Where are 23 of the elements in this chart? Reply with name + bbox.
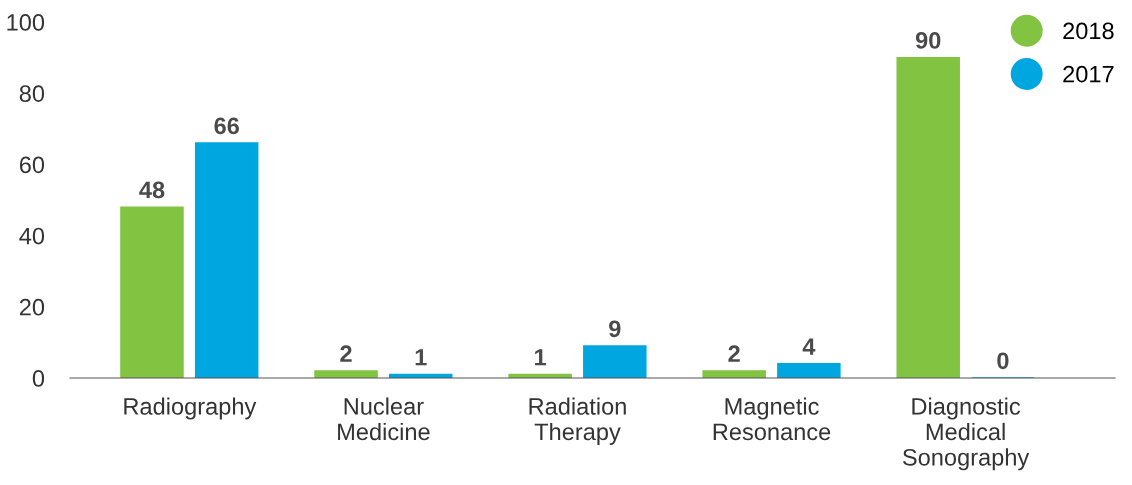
data-label: 2 [728, 345, 740, 362]
data-label: 66 [214, 117, 239, 135]
legend-label: 2017 [1063, 65, 1114, 83]
x-tick-label: Diagnostic Medical Sonography [902, 397, 1030, 471]
y-tick-label: 100 [7, 14, 45, 31]
data-label: 1 [415, 349, 427, 366]
y-tick-label: 0 [32, 370, 45, 387]
y-tick-label: 60 [19, 156, 45, 174]
x-tick-label: Magnetic Resonance [713, 397, 831, 441]
x-tick-label: Nuclear Medicine [338, 397, 430, 441]
data-label: 2 [340, 345, 352, 362]
data-label: 1 [535, 349, 547, 366]
data-label: 48 [139, 181, 165, 199]
data-label: 9 [609, 320, 621, 338]
y-tick-label: 20 [19, 298, 45, 316]
data-label: 4 [802, 338, 816, 355]
data-label: 0 [997, 352, 1009, 370]
x-tick-label: Radiation Therapy [529, 397, 626, 445]
x-tick-label: Radiography [124, 397, 257, 420]
y-tick-label: 40 [19, 227, 45, 245]
legend-label: 2018 [1063, 22, 1114, 40]
data-label: 90 [915, 32, 941, 49]
y-tick-label: 80 [19, 85, 45, 102]
